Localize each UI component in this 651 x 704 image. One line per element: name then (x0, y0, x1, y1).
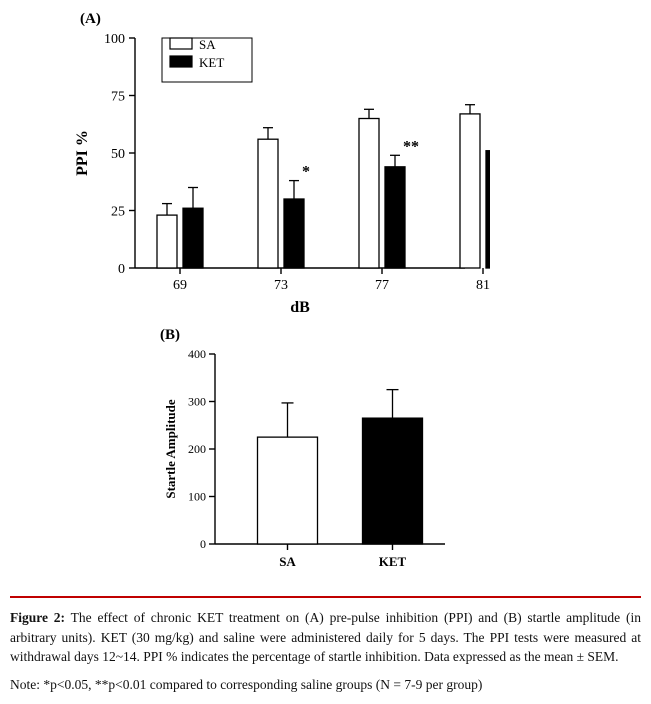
svg-text:0: 0 (118, 262, 125, 277)
svg-text:75: 75 (111, 90, 125, 105)
svg-text:100: 100 (104, 32, 125, 47)
svg-text:SA: SA (279, 554, 296, 569)
svg-text:400: 400 (188, 347, 206, 361)
panel-a-chart: 0255075100PPI %6973*77**81**dBSAKET (10, 28, 641, 318)
svg-text:PPI %: PPI % (74, 130, 91, 176)
panel-b-label: (B) (160, 327, 180, 343)
svg-text:300: 300 (188, 395, 206, 409)
caption-body: The effect of chronic KET treatment on (… (10, 610, 641, 664)
svg-text:73: 73 (274, 278, 288, 293)
svg-text:69: 69 (173, 278, 187, 293)
figure-caption: Figure 2: The effect of chronic KET trea… (10, 596, 641, 694)
svg-text:81: 81 (476, 278, 490, 293)
panel-a-label: (A) (80, 11, 101, 27)
svg-text:KET: KET (199, 55, 224, 70)
svg-text:*: * (302, 164, 310, 181)
svg-text:25: 25 (111, 205, 125, 220)
figure-label: Figure 2: (10, 610, 65, 625)
panel-b-chart: 0 100 200 300 400 Startle Amplitude SA KET (150, 344, 641, 584)
svg-text:200: 200 (188, 442, 206, 456)
svg-text:**: ** (403, 138, 419, 155)
svg-text:0: 0 (200, 537, 206, 551)
svg-text:SA: SA (199, 37, 216, 52)
svg-text:50: 50 (111, 147, 125, 162)
svg-text:KET: KET (379, 554, 407, 569)
svg-text:dB: dB (290, 299, 310, 313)
caption-note: Note: *p<0.05, **p<0.01 compared to corr… (10, 675, 641, 695)
svg-text:100: 100 (188, 490, 206, 504)
svg-text:Startle Amplitude: Startle Amplitude (163, 399, 178, 499)
svg-text:77: 77 (375, 278, 389, 293)
